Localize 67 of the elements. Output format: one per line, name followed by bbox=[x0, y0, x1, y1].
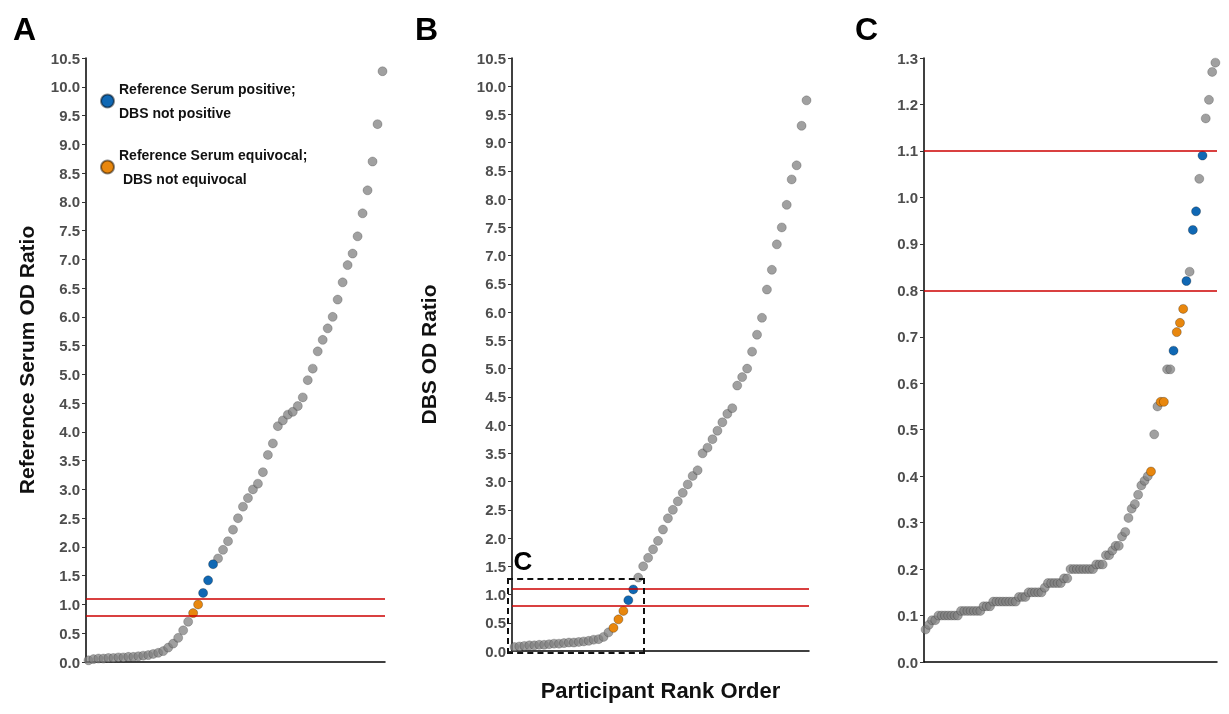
y-tick-label: 1.5 bbox=[59, 567, 80, 585]
y-tick-label: 6.0 bbox=[485, 303, 506, 321]
y-tick-label: 7.5 bbox=[59, 222, 80, 240]
y-tick-label: 5.5 bbox=[485, 331, 506, 349]
y-tick-label: 1.0 bbox=[897, 188, 918, 206]
y-tick-label: 5.0 bbox=[485, 360, 506, 378]
y-tick-label: 2.0 bbox=[485, 529, 506, 547]
y-axis-title: Reference Serum OD Ratio bbox=[15, 225, 38, 495]
y-tick-label: 2.5 bbox=[485, 501, 506, 519]
y-tick-label: 9.5 bbox=[485, 105, 506, 123]
y-tick-label: 0.2 bbox=[897, 560, 918, 578]
y-tick-label: 4.5 bbox=[59, 394, 80, 412]
y-tick-label: 2.5 bbox=[59, 509, 80, 527]
y-tick-label: 8.5 bbox=[59, 164, 80, 182]
y-tick-label: 7.5 bbox=[485, 218, 506, 236]
y-tick-label: 9.5 bbox=[59, 107, 80, 125]
y-tick-label: 4.5 bbox=[485, 388, 506, 406]
y-tick-label: 1.0 bbox=[59, 595, 80, 613]
y-axis-title: DBS OD Ratio bbox=[417, 284, 440, 425]
y-tick-label: 1.3 bbox=[897, 49, 918, 67]
y-tick-label: 8.0 bbox=[59, 193, 80, 211]
y-tick-label: 0.0 bbox=[59, 653, 80, 671]
y-tick-label: 9.0 bbox=[485, 134, 506, 152]
y-tick-label: 0.5 bbox=[897, 421, 918, 439]
y-tick-label: 5.5 bbox=[59, 337, 80, 355]
y-tick-label: 0.4 bbox=[897, 467, 919, 485]
y-tick-label: 0.7 bbox=[897, 328, 918, 346]
chart-title: C bbox=[855, 11, 879, 47]
y-tick-label: 0.0 bbox=[897, 653, 918, 671]
legend-label: Reference Serum positive; DBS not positive bbox=[119, 81, 300, 121]
annotation: C bbox=[513, 545, 533, 576]
y-tick-label: 3.5 bbox=[59, 452, 80, 470]
y-tick-label: 3.5 bbox=[485, 444, 506, 462]
y-tick-label: 0.6 bbox=[897, 374, 918, 392]
y-tick-label: 3.0 bbox=[59, 480, 80, 498]
y-tick-label: 6.5 bbox=[59, 279, 80, 297]
y-tick-label: 10.0 bbox=[476, 77, 506, 95]
y-tick-label: 4.0 bbox=[59, 423, 80, 441]
y-tick-label: 6.5 bbox=[485, 275, 506, 293]
y-tick-label: 2.0 bbox=[59, 538, 80, 556]
y-tick-label: 7.0 bbox=[485, 247, 506, 265]
y-tick-label: 9.0 bbox=[59, 135, 80, 153]
y-tick-label: 10.5 bbox=[50, 49, 80, 67]
y-tick-label: 0.0 bbox=[485, 642, 506, 660]
y-tick-label: 1.0 bbox=[485, 586, 506, 604]
y-tick-label: 1.2 bbox=[897, 95, 918, 113]
legend-label: Reference Serum equivocal; DBS not equivocal bbox=[119, 147, 308, 187]
chart-title: A bbox=[13, 11, 37, 47]
y-tick-label: 3.0 bbox=[485, 473, 506, 491]
y-tick-label: 0.9 bbox=[897, 235, 918, 253]
y-tick-label: 1.1 bbox=[897, 142, 918, 160]
y-tick-label: 0.8 bbox=[897, 281, 918, 299]
y-tick-label: 1.5 bbox=[485, 557, 506, 575]
x-axis-title: Participant Rank Order bbox=[540, 677, 781, 703]
y-tick-label: 5.0 bbox=[59, 365, 80, 383]
y-tick-label: 10.5 bbox=[476, 49, 506, 67]
chart-title: B bbox=[415, 11, 439, 47]
y-tick-label: 8.0 bbox=[485, 190, 506, 208]
y-tick-label: 0.5 bbox=[59, 624, 80, 642]
y-tick-label: 0.3 bbox=[897, 514, 918, 532]
y-tick-label: 0.1 bbox=[897, 607, 918, 625]
y-tick-label: 8.5 bbox=[485, 162, 506, 180]
y-tick-label: 0.5 bbox=[485, 614, 506, 632]
y-tick-label: 10.0 bbox=[50, 78, 80, 96]
y-tick-label: 6.0 bbox=[59, 308, 80, 326]
y-tick-label: 7.0 bbox=[59, 250, 80, 268]
y-tick-label: 4.0 bbox=[485, 416, 506, 434]
